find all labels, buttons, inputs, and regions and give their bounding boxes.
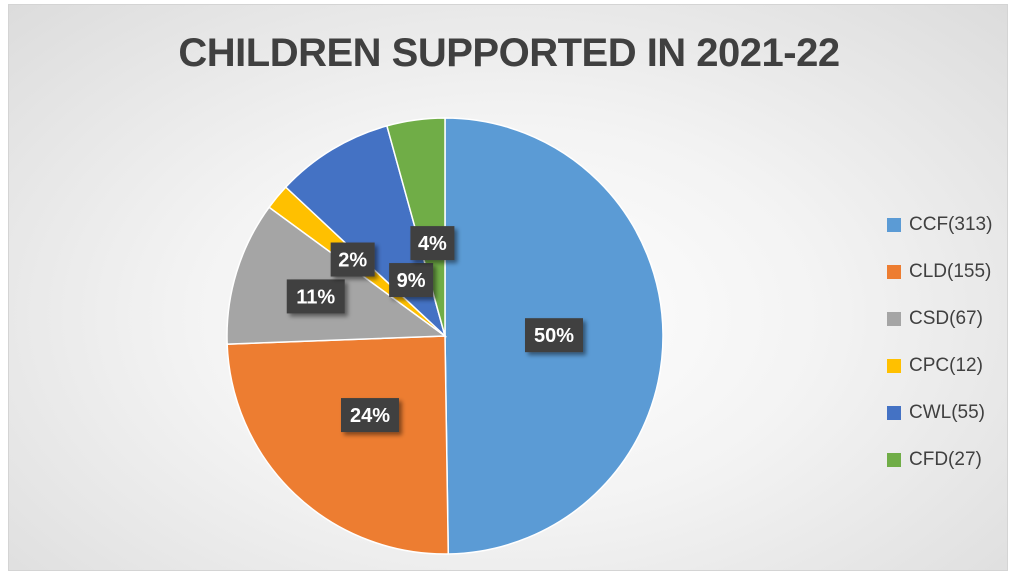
- data-label-cpc: 2%: [330, 242, 375, 277]
- svg-text:4%: 4%: [418, 233, 447, 255]
- legend-label: CLD(155): [909, 260, 992, 282]
- legend-item-csd: CSD(67): [887, 295, 992, 342]
- chart-area: CHILDREN SUPPORTED IN 2021-22 50% 24% 11% 2…: [8, 4, 1008, 571]
- pie-chart: 50% 24% 11%2% 9% 4%: [226, 117, 664, 555]
- svg-text:50%: 50%: [534, 325, 574, 347]
- legend-item-cpc: CPC(12): [887, 342, 992, 389]
- data-label-cfd: 4%: [410, 226, 455, 261]
- legend-item-ccf: CCF(313): [887, 201, 992, 248]
- data-label-csd: 11%: [286, 279, 345, 314]
- data-label-ccf: 50%: [524, 318, 583, 353]
- legend-label: CWL(55): [909, 401, 986, 423]
- svg-text:9%: 9%: [397, 270, 426, 292]
- legend-item-cfd: CFD(27): [887, 436, 992, 483]
- legend-label: CCF(313): [909, 213, 993, 235]
- svg-text:11%: 11%: [296, 286, 335, 308]
- legend-swatch: [887, 311, 901, 326]
- pie-slice-cld: [226, 335, 450, 555]
- legend-swatch: [887, 264, 901, 279]
- legend-label: CSD(67): [909, 307, 983, 329]
- legend-label: CFD(27): [909, 448, 982, 470]
- legend-swatch: [887, 405, 901, 420]
- svg-text:2%: 2%: [338, 250, 367, 272]
- legend-label: CPC(12): [909, 354, 983, 376]
- svg-text:24%: 24%: [350, 405, 390, 427]
- legend-item-cwl: CWL(55): [887, 389, 992, 436]
- legend-item-cld: CLD(155): [887, 248, 992, 295]
- legend-swatch: [887, 358, 901, 373]
- chart-title: CHILDREN SUPPORTED IN 2021-22: [178, 31, 840, 75]
- legend-swatch: [887, 217, 901, 232]
- legend-swatch: [887, 452, 901, 467]
- legend: CCF(313) CLD(155) CSD(67) CPC(12) CWL(55) CFD…: [887, 201, 992, 483]
- data-label-cld: 24%: [340, 398, 399, 433]
- data-label-cwl: 9%: [389, 263, 434, 298]
